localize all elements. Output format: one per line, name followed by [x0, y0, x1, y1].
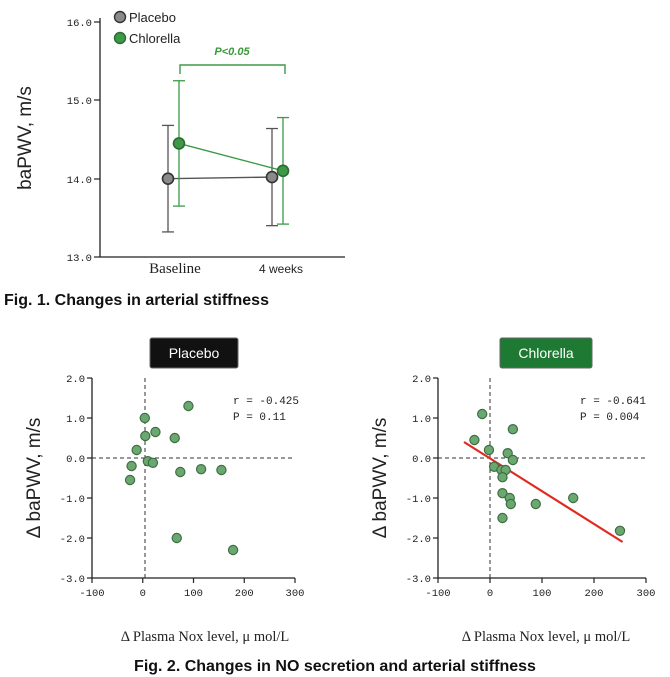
chlorella-data-point	[483, 444, 495, 456]
placebo-data-point	[150, 426, 161, 438]
placebo-ytick-label: -1.0	[60, 494, 85, 506]
chlorella-data-point	[507, 454, 519, 466]
fig1-line-chart: 16.0 15.0 14.0 13.0 Baseline 4 weeks baP…	[4, 10, 345, 309]
placebo-ytick-label: 0.0	[66, 454, 85, 466]
chlorella-xtick-label: -100	[425, 588, 450, 600]
chlorella-data-point	[507, 424, 519, 435]
point-chlorella	[172, 137, 186, 150]
placebo-data-point	[139, 412, 150, 424]
placebo-data-point	[175, 466, 186, 478]
placebo-y-axis-label: Δ baPWV, m/s	[24, 418, 45, 539]
chlorella-xtick-label: 200	[585, 588, 604, 600]
chlorella-y-axis-label: Δ baPWV, m/s	[370, 418, 391, 539]
placebo-points	[124, 400, 239, 556]
placebo-xtick-label: 300	[286, 588, 305, 600]
placebo-r-value: r = -0.425	[233, 396, 299, 408]
placebo-xtick-label: 200	[235, 588, 254, 600]
placebo-ytick-label: 1.0	[66, 414, 85, 426]
point-placebo	[161, 172, 175, 185]
chlorella-xtick-label: 0	[487, 588, 493, 600]
point-placebo	[265, 170, 279, 184]
placebo-xtick-label: -100	[79, 588, 104, 600]
chlorella-data-point	[477, 408, 488, 420]
placebo-xtick-label: 0	[140, 588, 146, 600]
placebo-ytick-label: -3.0	[60, 574, 85, 586]
chlorella-xtick-label: 100	[533, 588, 552, 600]
chlorella-data-point	[505, 498, 516, 510]
placebo-data-point	[216, 464, 227, 476]
fig1-data-marks	[161, 80, 290, 233]
placebo-data-point	[124, 474, 136, 486]
regression-line	[463, 441, 624, 543]
legend-chlorella-label: Chlorella	[129, 31, 181, 46]
chlorella-data-point	[497, 512, 508, 524]
fig2-chlorella-scatter: Chlorella 2.01.00.0-1.0-2.0-3.0-100 0 100 2…	[370, 337, 656, 645]
chlorella-fit-group	[463, 441, 624, 543]
fig1-xtick-label-4weeks: 4 weeks	[259, 262, 303, 276]
chlorella-ytick-label: -1.0	[406, 494, 431, 506]
chlorella-ytick-label: 0.0	[412, 454, 431, 466]
series-line-placebo	[167, 176, 273, 180]
fig1-ytick-label: 16.0	[67, 18, 92, 30]
chlorella-data-point	[502, 448, 513, 459]
chlorella-xtick-label: 300	[637, 588, 656, 600]
fig2-caption: Fig. 2. Changes in NO secretion and arte…	[134, 658, 536, 675]
placebo-ytick-label: -2.0	[60, 534, 85, 546]
placebo-p-value: P = 0.11	[233, 412, 286, 424]
chlorella-ytick-label: -3.0	[406, 574, 431, 586]
significance-pvalue: P<0.05	[214, 46, 250, 58]
chlorella-data-point	[497, 488, 508, 499]
placebo-ytick-label: 2.0	[66, 374, 85, 386]
placebo-x-axis-label: Δ Plasma Nox level, μ mol/L	[121, 629, 290, 645]
chlorella-data-point	[568, 492, 579, 504]
chlorella-p-value: P = 0.004	[580, 412, 640, 424]
chlorella-data-point	[497, 472, 508, 483]
placebo-data-point	[140, 430, 151, 442]
placebo-data-point	[131, 444, 142, 456]
placebo-badge	[149, 337, 239, 369]
fig1-xtick-label-baseline: Baseline	[149, 261, 201, 277]
chlorella-ytick-label: 1.0	[412, 414, 431, 426]
fig2-placebo-scatter: Placebo 2.0 1.0 0.0 -1.0 -2.0 -3.0 -100 0 100 200…	[24, 337, 305, 645]
series-line-chlorella	[178, 142, 284, 172]
fig1-ytick-label: 15.0	[67, 96, 92, 108]
placebo-ticks: 2.0 1.0 0.0 -1.0 -2.0 -3.0 -100 0 100 200 300	[60, 374, 305, 600]
placebo-data-point	[169, 432, 180, 444]
placebo-data-point	[183, 400, 194, 412]
placebo-data-point	[195, 464, 207, 475]
chlorella-badge	[499, 337, 593, 369]
chlorella-x-axis-label: Δ Plasma Nox level, μ mol/L	[462, 629, 631, 645]
legend-placebo-label: Placebo	[129, 10, 176, 25]
point-chlorella	[276, 164, 290, 178]
chlorella-ticks: 2.0 1.0 0.0 -1.0 -2.0 -3.0 -100 0 100 200 300	[406, 374, 656, 600]
placebo-data-point	[126, 460, 137, 472]
chlorella-data-point	[469, 434, 480, 446]
placebo-data-point	[227, 544, 239, 556]
chlorella-data-point	[530, 498, 541, 510]
chlorella-r-value: r = -0.641	[580, 396, 646, 408]
fig1-y-axis-label: baPWV, m/s	[15, 86, 36, 190]
fig1-ytick-label: 13.0	[67, 253, 92, 265]
chlorella-badge-label: Chlorella	[518, 345, 573, 361]
chlorella-ytick-label: 2.0	[412, 374, 431, 386]
placebo-data-point	[171, 532, 182, 544]
placebo-badge-label: Placebo	[169, 345, 220, 361]
fig1-ytick-label: 14.0	[67, 175, 92, 187]
placebo-xtick-label: 100	[184, 588, 203, 600]
legend-chlorella-marker	[113, 31, 127, 45]
chlorella-points	[469, 408, 626, 537]
placebo-data-point	[147, 457, 159, 468]
significance-bracket	[179, 64, 286, 74]
chlorella-ytick-label: -2.0	[406, 534, 431, 546]
chlorella-data-point	[614, 525, 626, 537]
fig1-caption: Fig. 1. Changes in arterial stiffness	[4, 292, 269, 309]
legend-placebo-marker	[113, 10, 127, 24]
